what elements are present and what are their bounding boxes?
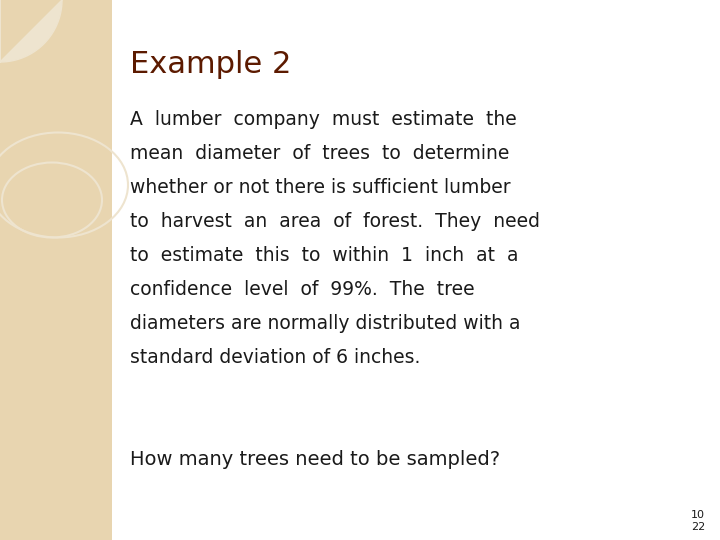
Text: How many trees need to be sampled?: How many trees need to be sampled? [130, 450, 500, 469]
Text: standard deviation of 6 inches.: standard deviation of 6 inches. [130, 348, 420, 367]
Text: diameters are normally distributed with a: diameters are normally distributed with … [130, 314, 520, 333]
Text: mean  diameter  of  trees  to  determine: mean diameter of trees to determine [130, 144, 509, 163]
Text: A  lumber  company  must  estimate  the: A lumber company must estimate the [130, 110, 516, 129]
Text: to  estimate  this  to  within  1  inch  at  a: to estimate this to within 1 inch at a [130, 246, 518, 265]
Text: to  harvest  an  area  of  forest.  They  need: to harvest an area of forest. They need [130, 212, 539, 231]
Text: 10: 10 [691, 510, 705, 520]
Bar [0, 0, 112, 540]
Text: whether or not there is sufficient lumber: whether or not there is sufficient lumbe… [130, 178, 510, 197]
Polygon shape [0, 0, 62, 62]
Text: confidence  level  of  99%.  The  tree: confidence level of 99%. The tree [130, 280, 474, 299]
Text: Example 2: Example 2 [130, 50, 291, 79]
Text: 22: 22 [690, 522, 705, 532]
